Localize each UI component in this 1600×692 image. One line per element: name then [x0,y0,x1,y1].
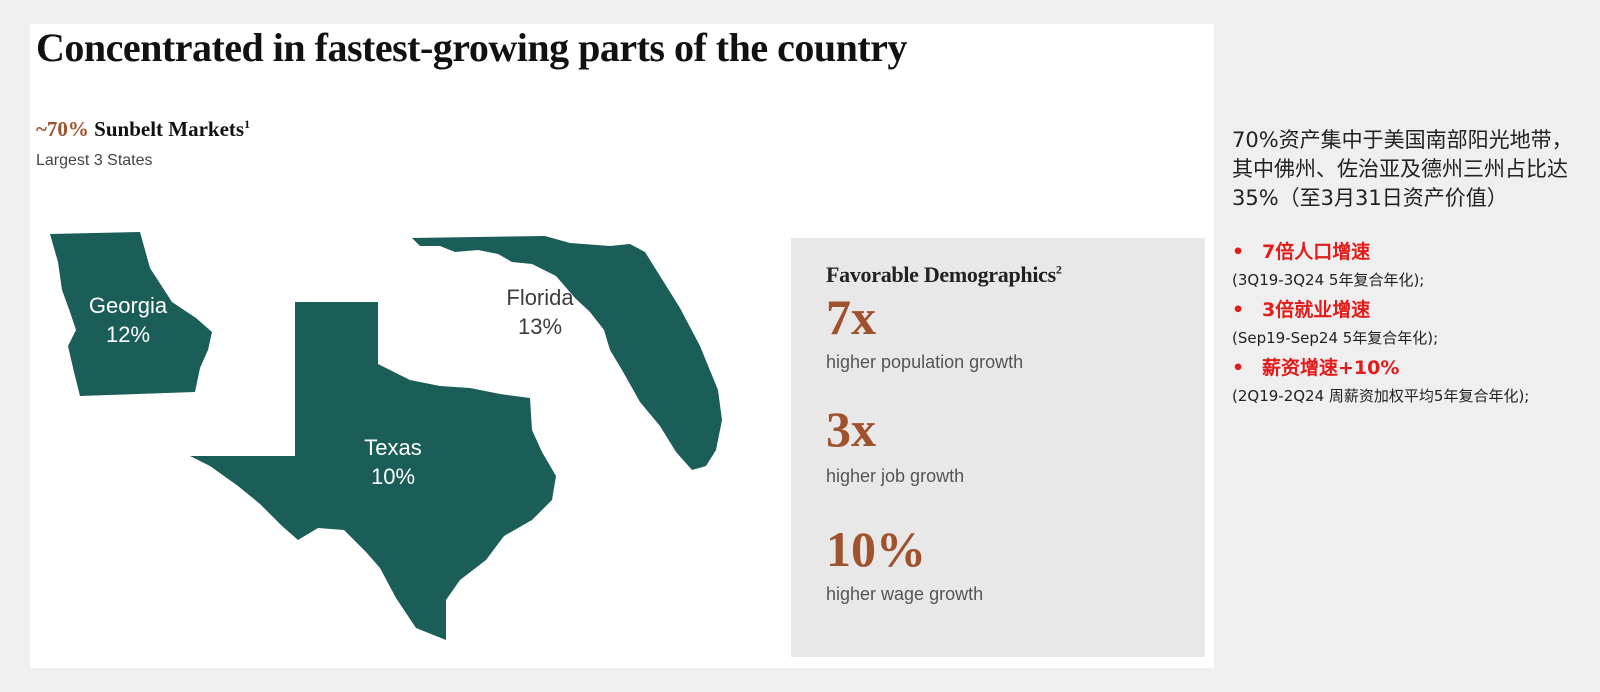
bullet-dot-icon: • [1232,357,1245,379]
notes-bullets: • 7倍人口增速 (3Q19-3Q24 5年复合年化); • 3倍就业增速 (Sep… [1232,237,1592,409]
bullet-head: 7倍人口增速 [1262,241,1371,263]
georgia-name: Georgia [89,293,168,318]
florida-shape [412,236,722,470]
footnote-1: 1 [244,117,251,131]
bullet-dot-icon: • [1232,241,1245,263]
stat-population-value: 7x [826,289,876,345]
texas-pct: 10% [371,464,415,489]
sunbelt-pct: ~70% [36,117,89,141]
list-item: • 3倍就业增速 (Sep19-Sep24 5年复合年化); [1232,295,1592,351]
stat-wage-value: 10% [826,521,926,577]
bullet-note: (3Q19-3Q24 5年复合年化); [1232,271,1425,289]
notes-panel: 70%资产集中于美国南部阳光地带，其中佛州、佐治亚及德州三州占比达35%（至3月… [1232,126,1592,411]
states-caption: Largest 3 States [36,152,153,169]
notes-paragraph: 70%资产集中于美国南部阳光地带，其中佛州、佐治亚及德州三州占比达35%（至3月… [1232,128,1573,210]
sunbelt-label: Sunbelt Markets [94,117,245,141]
sunbelt-subtitle: ~70% Sunbelt Markets1 [36,117,250,142]
florida-pct: 13% [518,314,562,339]
slide-title: Concentrated in fastest-growing parts of… [36,25,907,70]
stat-wage-label: higher wage growth [826,584,984,604]
bullet-head: 3倍就业增速 [1262,299,1371,321]
bullet-note: (Sep19-Sep24 5年复合年化); [1232,329,1439,347]
list-item: • 7倍人口增速 (3Q19-3Q24 5年复合年化); [1232,237,1592,293]
stat-job-value: 3x [826,401,876,457]
bullet-note: (2Q19-2Q24 周薪资加权平均5年复合年化); [1232,387,1530,405]
footnote-2: 2 [1055,262,1062,277]
georgia-pct: 12% [106,322,150,347]
bullet-dot-icon: • [1232,299,1245,321]
demographics-panel: Favorable Demographics2 7x higher popula… [791,238,1205,657]
georgia-shape [50,232,212,396]
texas-name: Texas [364,435,421,460]
texas-shape [190,302,556,640]
bullet-head: 薪资增速+10% [1262,357,1400,379]
stat-job-label: higher job growth [826,466,965,486]
list-item: • 薪资增速+10% (2Q19-2Q24 周薪资加权平均5年复合年化); [1232,353,1592,409]
demographics-title: Favorable Demographics2 [826,262,1062,287]
state-map: Georgia 12% Florida 13% Texas 10% [50,232,722,640]
florida-name: Florida [506,285,574,310]
stat-population-label: higher population growth [826,352,1024,372]
